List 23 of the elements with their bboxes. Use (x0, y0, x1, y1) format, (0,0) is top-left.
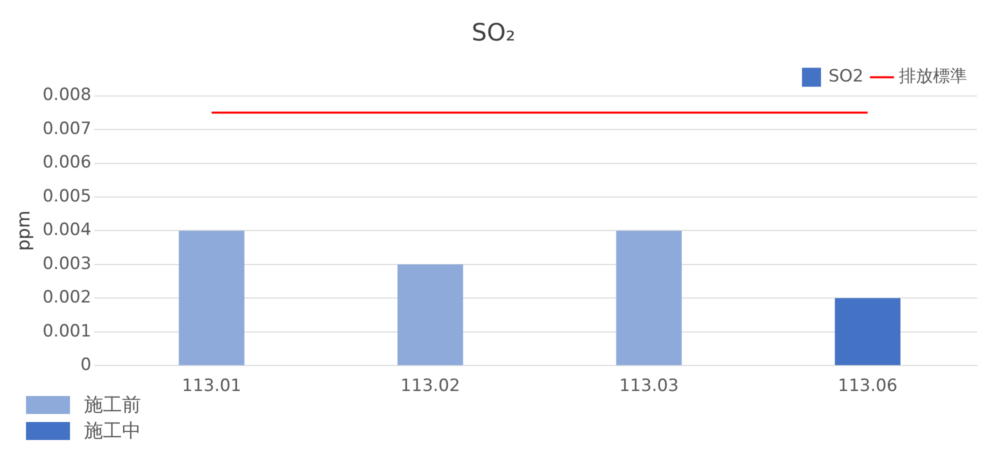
legend-label: 排放標準 (899, 66, 967, 87)
text: 施工前 (84, 393, 141, 418)
y-tick-label: 0.002 (42, 288, 92, 308)
text: 施工中 (84, 419, 141, 444)
y-tick-label: 0 (80, 355, 92, 376)
x-tick-label: 113.03 (619, 376, 679, 396)
y-tick-label: 0.003 (42, 254, 92, 274)
bar (397, 264, 464, 366)
y-tick-label: 0.006 (42, 152, 92, 173)
y-axis-title: ppm (13, 210, 34, 251)
y-tick-label: 0.005 (42, 186, 92, 206)
x-tick-label: 113.06 (838, 376, 898, 396)
bar (616, 230, 682, 366)
x-tick-label: 113.02 (400, 376, 460, 396)
chart-title: SO₂ (472, 18, 516, 47)
bar (834, 298, 900, 366)
legend-label: SO2 (828, 66, 864, 87)
bar (178, 230, 244, 366)
y-tick-label: 0.001 (42, 321, 92, 342)
y-tick-label: 0.007 (42, 118, 92, 139)
y-tick-label: 0.008 (42, 85, 92, 106)
x-tick-label: 113.01 (182, 376, 242, 396)
y-tick-label: 0.004 (42, 220, 92, 240)
